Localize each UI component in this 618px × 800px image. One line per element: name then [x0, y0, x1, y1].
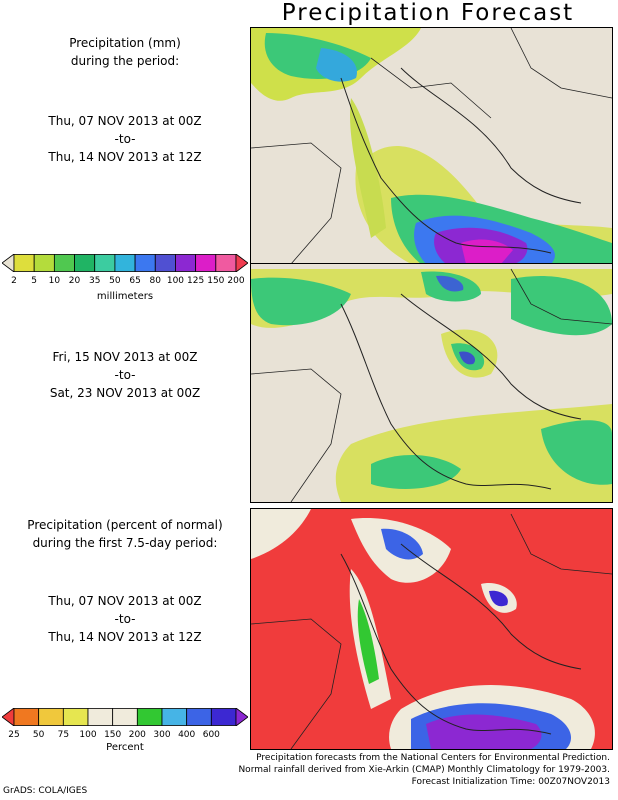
colorbar-swatch: [161, 708, 188, 726]
panel3-period: Thu, 07 NOV 2013 at 00Z -to- Thu, 14 NOV…: [0, 592, 250, 646]
colorbar-tick-label: 600: [202, 730, 220, 740]
footer-notes: Precipitation forecasts from the Nationa…: [238, 752, 610, 788]
panel2-end: Sat, 23 NOV 2013 at 00Z: [49, 386, 201, 400]
colorbar-tick-label: 150: [104, 730, 122, 740]
panel3-start: Thu, 07 NOV 2013 at 00Z: [48, 594, 202, 608]
colorbar-swatch: [2, 254, 15, 272]
colorbar-tick-label: 150: [207, 276, 225, 286]
map-percent-normal: [251, 509, 612, 749]
colorbar-tick-label: 100: [79, 730, 97, 740]
colorbar-swatch: [195, 254, 217, 272]
colorbar-tick-label: 2: [11, 276, 17, 286]
map-panel-precip-week2: [250, 263, 613, 503]
colorbar-tick-label: 200: [128, 730, 146, 740]
footer-line2: Normal rainfall derived from Xie-Arkin (…: [238, 765, 610, 775]
panel1-end: Thu, 14 NOV 2013 at 12Z: [48, 150, 202, 164]
colorbar-tick-label: 75: [57, 730, 70, 740]
colorbar-swatch: [33, 254, 55, 272]
map-panel-precip-week1: [250, 27, 613, 265]
colorbar-percent-swatches: [2, 708, 248, 726]
colorbar-percent-labels: 25 50 75 100 150 200 300 400 600: [2, 730, 248, 742]
colorbar-swatch: [53, 254, 75, 272]
colorbar-swatch: [38, 708, 64, 726]
colorbar-swatch: [186, 708, 212, 726]
colorbar-swatch: [2, 708, 15, 726]
colorbar-swatch: [154, 254, 176, 272]
colorbar-swatch: [134, 254, 156, 272]
colorbar-tick-label: 20: [68, 276, 81, 286]
footer-line1: Precipitation forecasts from the Nationa…: [256, 753, 610, 763]
panel3-end: Thu, 14 NOV 2013 at 12Z: [48, 630, 202, 644]
colorbar-tick-label: 35: [88, 276, 101, 286]
panel3-line2: during the first 7.5-day period:: [32, 536, 218, 550]
panel2-start: Fri, 15 NOV 2013 at 00Z: [52, 350, 198, 364]
colorbar-swatch: [175, 254, 197, 272]
colorbar-tick-label: 25: [8, 730, 20, 740]
colorbar-swatch: [62, 708, 89, 726]
colorbar-swatch: [87, 708, 114, 726]
colorbar-mm-labels: 2 5 10 20 35 50 65 80 100 125 150 200: [2, 276, 248, 288]
colorbar-percent: [2, 708, 248, 726]
colorbar-mm-swatches: [2, 254, 248, 272]
colorbar-tick-label: 200: [227, 276, 245, 286]
panel1-sep: -to-: [114, 132, 136, 146]
grads-credit: GrADS: COLA/IGES: [3, 786, 88, 796]
colorbar-swatch: [114, 254, 136, 272]
colorbar-tick-label: 100: [166, 276, 185, 286]
colorbar-mm: [2, 254, 248, 272]
colorbar-tick-label: 300: [153, 730, 171, 740]
colorbar-swatch: [74, 254, 96, 272]
colorbar-swatch: [13, 254, 35, 272]
colorbar-tick-label: 50: [109, 276, 121, 286]
colorbar-tick-label: 125: [187, 276, 205, 286]
page-title: Precipitation Forecast: [281, 0, 575, 26]
colorbar-swatch: [112, 708, 138, 726]
colorbar-tick-label: 400: [178, 730, 196, 740]
panel1-label: Precipitation (mm) during the period:: [0, 34, 250, 70]
panel2-period: Fri, 15 NOV 2013 at 00Z -to- Sat, 23 NOV…: [0, 348, 250, 402]
panel1-start: Thu, 07 NOV 2013 at 00Z: [48, 114, 202, 128]
colorbar-swatch: [136, 708, 163, 726]
colorbar-tick-label: 5: [31, 276, 38, 286]
footer-line3: Forecast Initialization Time: 00Z07NOV20…: [411, 777, 610, 787]
map-panel-percent-normal: [250, 508, 613, 750]
panel2-sep: -to-: [114, 368, 136, 382]
colorbar-tick-label: 80: [149, 276, 161, 286]
map-precip-week2: [251, 264, 612, 502]
colorbar-mm-unit: millimeters: [96, 291, 154, 302]
panel3-line1: Precipitation (percent of normal): [27, 518, 223, 532]
colorbar-tick-label: 50: [32, 730, 45, 740]
colorbar-tick-label: 10: [48, 276, 61, 286]
colorbar-percent-unit: Percent: [106, 742, 144, 753]
panel1-line1: Precipitation (mm): [69, 36, 181, 50]
colorbar-swatch: [235, 254, 248, 272]
colorbar-tick-label: 65: [129, 276, 141, 286]
colorbar-swatch: [210, 708, 237, 726]
panel1-line2: during the period:: [70, 54, 180, 68]
colorbar-swatch: [235, 708, 248, 726]
map-precip-week1: [251, 28, 612, 264]
colorbar-swatch: [13, 708, 40, 726]
panel3-sep: -to-: [114, 612, 136, 626]
colorbar-swatch: [94, 254, 116, 272]
colorbar-swatch: [215, 254, 237, 272]
panel1-period: Thu, 07 NOV 2013 at 00Z -to- Thu, 14 NOV…: [0, 112, 250, 166]
panel3-label: Precipitation (percent of normal) during…: [0, 516, 250, 552]
